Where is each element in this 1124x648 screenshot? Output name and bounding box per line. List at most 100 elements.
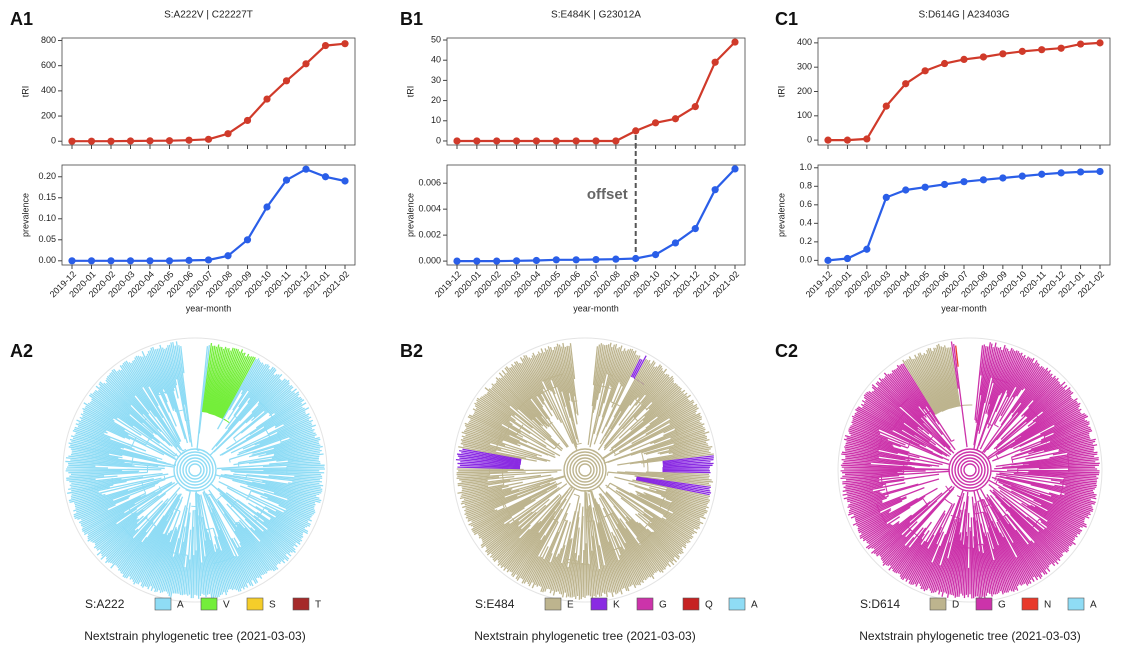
tree-branch <box>896 367 936 423</box>
tree-branch <box>73 428 135 451</box>
tree-branch <box>628 520 668 567</box>
tree-branch <box>904 541 928 579</box>
legend-swatch <box>154 597 172 611</box>
tree-branch <box>996 473 1095 490</box>
tree-branch <box>233 451 320 466</box>
tree-branch <box>662 464 713 468</box>
tree-branch <box>586 508 594 599</box>
tree-branch <box>592 507 614 598</box>
tree-branch <box>185 529 192 595</box>
data-point <box>1057 169 1065 177</box>
tree-branch <box>94 482 178 546</box>
tree-branch <box>1000 357 1035 417</box>
tree-branch <box>1011 368 1046 414</box>
tree-branch <box>501 369 550 428</box>
legend-label: A <box>177 600 184 611</box>
tree-branch <box>82 491 156 532</box>
tree-branch <box>990 506 1035 582</box>
tree-branch <box>1050 479 1097 487</box>
tree-branch <box>893 521 932 573</box>
tree-branch <box>855 500 903 523</box>
tree-arc <box>951 439 955 442</box>
tree-branch <box>467 482 555 520</box>
tree-arc <box>606 482 611 489</box>
tree-branch <box>1011 438 1096 461</box>
tree-branch <box>1006 513 1050 566</box>
tree-branch <box>68 446 110 455</box>
tree-branch <box>146 532 170 588</box>
tree-branch <box>78 508 109 524</box>
tree-branch <box>253 515 295 547</box>
tree-branch <box>879 534 903 557</box>
tree-branch <box>211 350 232 415</box>
tree-branch <box>266 441 319 455</box>
tree-branch <box>908 548 929 584</box>
tree-branch <box>497 537 521 561</box>
tree-branch <box>656 489 708 506</box>
legend-label: N <box>1044 600 1051 611</box>
tree-branch <box>93 391 160 443</box>
tree-branch <box>887 373 925 417</box>
tree-branch <box>848 428 902 448</box>
tree-branch <box>94 511 137 544</box>
tree-branch <box>925 353 948 410</box>
data-point <box>1076 40 1085 48</box>
tree-branch <box>1033 499 1087 526</box>
tree-branch <box>607 541 625 589</box>
data-point <box>1076 168 1085 176</box>
tree-branch <box>1010 490 1084 528</box>
tree-branch <box>989 494 1050 568</box>
x-axis-label: year-month <box>941 303 987 313</box>
tree-branch <box>158 530 178 591</box>
y-tick-label: 0.002 <box>418 230 441 240</box>
tree-branch <box>635 370 664 406</box>
y-tick-label: 0.15 <box>38 192 56 202</box>
legend-swatch <box>292 597 310 611</box>
tree-branch <box>881 378 955 454</box>
tree-branch <box>1043 528 1070 550</box>
data-point <box>453 257 461 265</box>
tree-branch <box>848 432 894 448</box>
tree-branch <box>624 542 647 581</box>
tree-branch <box>972 547 977 597</box>
tree-branch <box>287 457 320 462</box>
tree-branch <box>231 470 321 476</box>
tree-branch <box>543 351 558 388</box>
tree-branch <box>239 542 263 579</box>
tree-branch <box>610 348 632 402</box>
annotation: offset <box>587 186 628 203</box>
tree-branch <box>865 522 900 549</box>
tree-branch <box>998 350 1018 396</box>
tree-branch <box>165 347 179 399</box>
tree-branch <box>650 422 702 445</box>
tree-branch <box>217 489 293 553</box>
tree-branch <box>459 476 500 481</box>
tree-outline <box>452 337 718 603</box>
tree-branch <box>465 481 557 519</box>
legend-label: G <box>659 600 667 611</box>
tree-branch <box>882 491 951 566</box>
tree-branch <box>1047 510 1081 529</box>
tree-branch <box>982 552 991 595</box>
legend-label: E <box>567 600 574 611</box>
tree-branch <box>118 369 151 411</box>
tree-branch <box>978 347 1002 434</box>
tree-branch <box>511 510 556 573</box>
tree-branch <box>74 489 129 508</box>
tree-branch <box>231 538 257 585</box>
data-point <box>592 137 600 145</box>
y-tick-label: 300 <box>797 62 812 72</box>
tree-branch <box>233 473 320 485</box>
tree-branch <box>472 498 532 532</box>
tree-branch <box>616 487 698 534</box>
tree-branch <box>923 352 947 410</box>
tree-branch <box>226 486 309 533</box>
tree-branch <box>843 473 940 489</box>
tree-branch <box>657 441 707 454</box>
axes-frame <box>61 37 356 146</box>
tree-branch <box>620 546 640 586</box>
tree-branch <box>476 397 531 435</box>
tree-branch <box>995 527 1023 586</box>
tree-branch <box>158 348 186 437</box>
tree-branch <box>286 464 325 468</box>
